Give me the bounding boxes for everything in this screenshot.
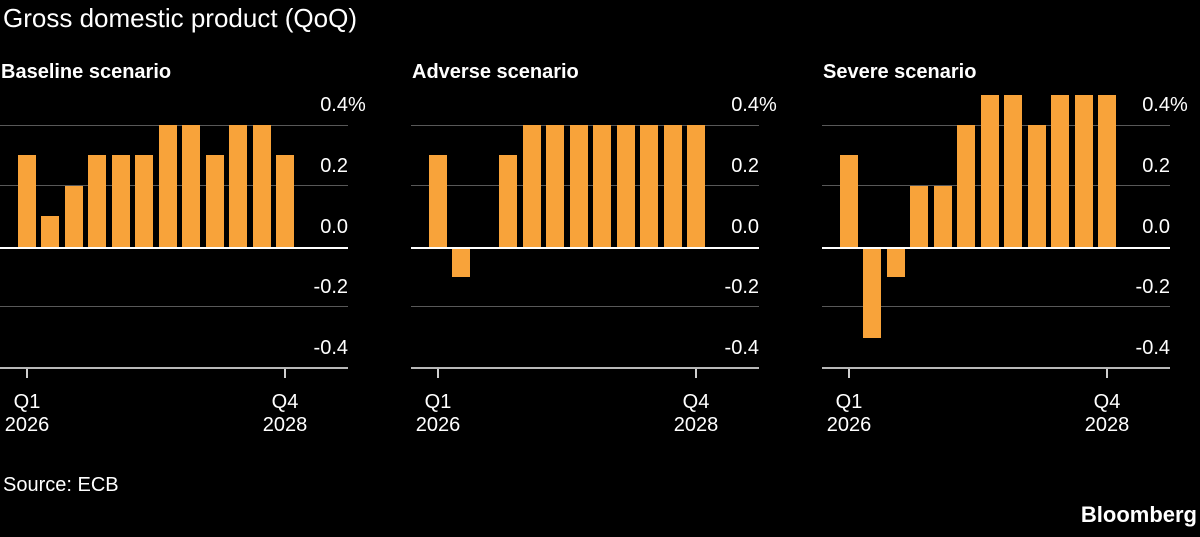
- bloomberg-logo: Bloomberg: [1080, 502, 1197, 527]
- bar: [1051, 94, 1070, 247]
- panel-adverse: Adverse scenario 0.4% 0.2 0.0 -0.2 -0.4 Q1 202…: [411, 60, 785, 460]
- bar: [933, 185, 952, 247]
- bar: [640, 125, 659, 247]
- bar: [1074, 94, 1093, 247]
- bar: [980, 94, 999, 247]
- gridline: [0, 306, 348, 308]
- bar: [499, 155, 518, 247]
- bar: [863, 248, 882, 338]
- plot-area-adverse: [411, 125, 759, 369]
- zero-line: [411, 246, 759, 249]
- y-axis-tick-label: 0.4%: [320, 94, 366, 116]
- bar: [569, 125, 588, 247]
- x-axis-tick: [283, 369, 286, 378]
- chart-title: Gross domestic product (QoQ): [3, 3, 357, 33]
- source-attribution: Source: ECB: [3, 474, 119, 496]
- y-axis-tick-label: 0.0: [731, 215, 759, 238]
- bar: [1027, 125, 1046, 247]
- x-axis-tick: [1105, 369, 1108, 378]
- y-axis-tick-label: 0.2: [731, 154, 759, 177]
- x-axis-tick: [26, 369, 28, 378]
- y-axis-tick-label: -0.4: [724, 337, 759, 359]
- bar: [910, 185, 929, 247]
- bar: [275, 155, 294, 247]
- y-axis-tick-label: -0.4: [313, 337, 348, 359]
- bar: [522, 125, 541, 247]
- panel-title-severe: Severe scenario: [823, 61, 977, 83]
- bar: [686, 125, 705, 247]
- bar: [205, 155, 224, 247]
- x-axis-tick: [437, 369, 439, 378]
- x-axis-tick-label: Q1 2026: [4, 391, 50, 436]
- gridline: [822, 367, 1170, 369]
- bar: [616, 125, 635, 247]
- bar: [663, 125, 682, 247]
- gridline: [822, 306, 1170, 308]
- y-axis-tick-label: -0.4: [1135, 337, 1170, 359]
- y-axis-tick-label: 0.0: [1142, 215, 1170, 238]
- plot-area-baseline: [0, 125, 348, 369]
- zero-line: [0, 246, 348, 249]
- percent-unit: %: [1170, 94, 1188, 116]
- percent-unit: %: [348, 94, 366, 116]
- x-axis-tick: [694, 369, 697, 378]
- y-axis-tick-label: -0.2: [724, 276, 759, 299]
- bar: [452, 248, 471, 277]
- x-axis-tick: [848, 369, 850, 378]
- bar: [182, 125, 201, 247]
- x-axis-tick-label: Q4 2028: [262, 391, 308, 436]
- x-axis-tick-label: Q4 2028: [1084, 391, 1130, 436]
- bar: [957, 125, 976, 247]
- bar: [135, 155, 154, 247]
- bar: [64, 185, 83, 247]
- bar: [41, 216, 60, 247]
- gridline: [0, 367, 348, 369]
- y-axis-tick-label: 0.2: [1142, 154, 1170, 177]
- panel-title-adverse: Adverse scenario: [412, 61, 579, 83]
- bar: [18, 155, 36, 247]
- panel-severe: Severe scenario 0.4% 0.2 0.0 -0.2 -0.4 Q1 2026…: [822, 60, 1196, 460]
- bar: [229, 125, 248, 247]
- bar: [88, 155, 107, 247]
- gridline: [411, 306, 759, 308]
- plot-area-severe: [822, 94, 1170, 369]
- y-axis-tick-label: -0.2: [313, 276, 348, 299]
- x-axis-tick-label: Q1 2026: [415, 391, 461, 436]
- x-axis-tick-label: Q4 2028: [673, 391, 719, 436]
- bar: [111, 155, 130, 247]
- y-axis-tick-label: 0.4%: [1142, 94, 1188, 116]
- bar: [252, 125, 271, 247]
- x-axis-tick-label: Q1 2026: [826, 391, 872, 436]
- bar: [546, 125, 565, 247]
- bar: [593, 125, 612, 247]
- bar: [158, 125, 177, 247]
- bar: [429, 155, 447, 247]
- y-axis-tick-label: 0.2: [320, 154, 348, 177]
- y-axis-tick-label: 0.0: [320, 215, 348, 238]
- percent-unit: %: [759, 94, 777, 116]
- panel-baseline: Baseline scenario 0.4% 0.2 0.0 -0.2 -0.4 Q1 20…: [0, 60, 374, 460]
- y-axis-tick-label: -0.2: [1135, 276, 1170, 299]
- bar: [886, 248, 905, 277]
- panel-title-baseline: Baseline scenario: [1, 61, 172, 83]
- y-axis-tick-label: 0.4%: [731, 94, 777, 116]
- bar: [840, 155, 858, 247]
- bar: [1097, 94, 1116, 247]
- bar: [1004, 94, 1023, 247]
- zero-line: [822, 246, 1170, 249]
- gridline: [411, 367, 759, 369]
